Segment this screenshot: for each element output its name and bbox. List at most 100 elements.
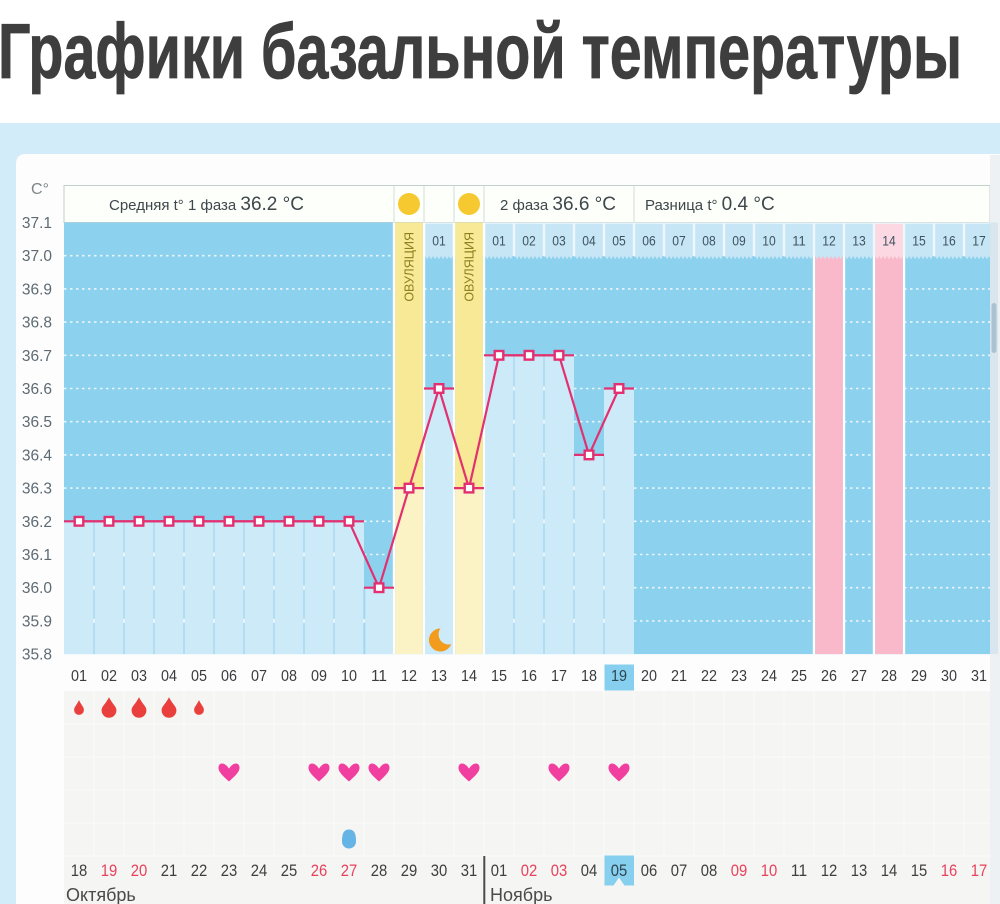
svg-text:21: 21 — [671, 668, 687, 685]
svg-text:20: 20 — [131, 862, 148, 880]
svg-text:15: 15 — [491, 668, 507, 685]
svg-text:36.4: 36.4 — [22, 447, 53, 464]
svg-text:02: 02 — [101, 668, 117, 685]
svg-text:01: 01 — [432, 234, 446, 249]
svg-text:31: 31 — [971, 668, 987, 685]
svg-text:ОВУЛЯЦИЯ: ОВУЛЯЦИЯ — [403, 232, 417, 302]
svg-text:17: 17 — [551, 668, 567, 685]
svg-text:28: 28 — [371, 862, 388, 880]
svg-text:03: 03 — [552, 234, 566, 249]
svg-text:01: 01 — [71, 668, 87, 685]
svg-text:36.7: 36.7 — [22, 348, 52, 365]
svg-text:24: 24 — [761, 668, 777, 685]
svg-text:28: 28 — [881, 668, 897, 685]
svg-text:23: 23 — [731, 668, 747, 685]
svg-text:11: 11 — [371, 668, 387, 685]
svg-text:36.5: 36.5 — [22, 414, 52, 431]
svg-text:C°: C° — [31, 181, 49, 198]
svg-text:Ноябрь: Ноябрь — [490, 885, 552, 904]
svg-text:06: 06 — [641, 862, 658, 880]
svg-text:25: 25 — [281, 862, 298, 880]
svg-text:Разница t° 0.4 °C: Разница t° 0.4 °C — [645, 194, 775, 215]
svg-text:31: 31 — [461, 862, 478, 880]
svg-text:Октябрь: Октябрь — [66, 885, 136, 904]
svg-text:05: 05 — [611, 862, 628, 880]
svg-text:29: 29 — [401, 862, 418, 880]
svg-text:26: 26 — [821, 668, 837, 685]
svg-text:08: 08 — [702, 234, 716, 249]
svg-text:02: 02 — [521, 862, 538, 880]
svg-text:27: 27 — [851, 668, 867, 685]
svg-text:25: 25 — [791, 668, 807, 685]
svg-text:27: 27 — [341, 862, 358, 880]
svg-text:24: 24 — [251, 862, 268, 880]
svg-text:11: 11 — [791, 862, 808, 880]
svg-text:16: 16 — [941, 862, 958, 880]
svg-text:22: 22 — [701, 668, 717, 685]
svg-text:04: 04 — [161, 668, 177, 685]
svg-text:19: 19 — [101, 862, 118, 880]
svg-text:14: 14 — [461, 668, 477, 685]
svg-text:15: 15 — [911, 862, 928, 880]
svg-text:ОВУЛЯЦИЯ: ОВУЛЯЦИЯ — [463, 232, 477, 302]
svg-text:37.1: 37.1 — [22, 215, 52, 232]
svg-text:04: 04 — [581, 862, 598, 880]
svg-text:10: 10 — [761, 862, 778, 880]
svg-text:09: 09 — [731, 862, 748, 880]
svg-text:08: 08 — [701, 862, 718, 880]
svg-text:09: 09 — [311, 668, 327, 685]
svg-text:36.6: 36.6 — [22, 381, 52, 398]
svg-text:07: 07 — [671, 862, 688, 880]
svg-text:12: 12 — [822, 234, 836, 249]
svg-text:15: 15 — [912, 234, 926, 249]
svg-text:17: 17 — [971, 862, 988, 880]
svg-text:12: 12 — [401, 668, 417, 685]
svg-text:Средняя t° 1 фаза 36.2 °C: Средняя t° 1 фаза 36.2 °C — [109, 194, 304, 215]
svg-text:21: 21 — [161, 862, 178, 880]
svg-text:13: 13 — [852, 234, 866, 249]
svg-text:35.8: 35.8 — [22, 647, 52, 664]
svg-text:03: 03 — [131, 668, 147, 685]
svg-text:16: 16 — [942, 234, 956, 249]
svg-text:22: 22 — [191, 862, 208, 880]
svg-text:05: 05 — [191, 668, 207, 685]
svg-text:2 фаза 36.6 °C: 2 фаза 36.6 °C — [500, 194, 616, 215]
svg-text:30: 30 — [431, 862, 448, 880]
svg-text:06: 06 — [221, 668, 237, 685]
svg-text:08: 08 — [281, 668, 297, 685]
svg-text:17: 17 — [972, 234, 986, 249]
svg-text:20: 20 — [641, 668, 657, 685]
svg-text:13: 13 — [851, 862, 868, 880]
svg-text:04: 04 — [582, 234, 596, 249]
svg-text:23: 23 — [221, 862, 238, 880]
svg-text:30: 30 — [941, 668, 957, 685]
svg-text:36.3: 36.3 — [22, 481, 52, 498]
svg-text:36.0: 36.0 — [22, 580, 53, 597]
svg-text:36.2: 36.2 — [22, 514, 52, 531]
svg-text:18: 18 — [581, 668, 597, 685]
svg-text:19: 19 — [611, 668, 627, 685]
svg-text:10: 10 — [341, 668, 357, 685]
svg-text:36.8: 36.8 — [22, 315, 52, 332]
svg-text:26: 26 — [311, 862, 328, 880]
svg-text:14: 14 — [881, 862, 898, 880]
svg-text:09: 09 — [732, 234, 746, 249]
svg-text:13: 13 — [431, 668, 447, 685]
svg-text:35.9: 35.9 — [22, 613, 52, 630]
svg-text:11: 11 — [792, 234, 806, 249]
svg-text:07: 07 — [251, 668, 267, 685]
svg-text:05: 05 — [612, 234, 626, 249]
svg-text:12: 12 — [821, 862, 838, 880]
svg-text:18: 18 — [71, 862, 88, 880]
svg-text:36.9: 36.9 — [22, 281, 52, 298]
svg-text:07: 07 — [672, 234, 686, 249]
svg-text:Графики базальной температуры: Графики базальной температуры — [0, 7, 962, 95]
svg-text:03: 03 — [551, 862, 568, 880]
svg-text:01: 01 — [491, 862, 508, 880]
svg-text:06: 06 — [642, 234, 656, 249]
svg-text:16: 16 — [521, 668, 537, 685]
svg-text:14: 14 — [882, 234, 896, 249]
svg-text:29: 29 — [911, 668, 927, 685]
svg-text:37.0: 37.0 — [22, 248, 53, 265]
svg-text:36.1: 36.1 — [22, 547, 52, 564]
